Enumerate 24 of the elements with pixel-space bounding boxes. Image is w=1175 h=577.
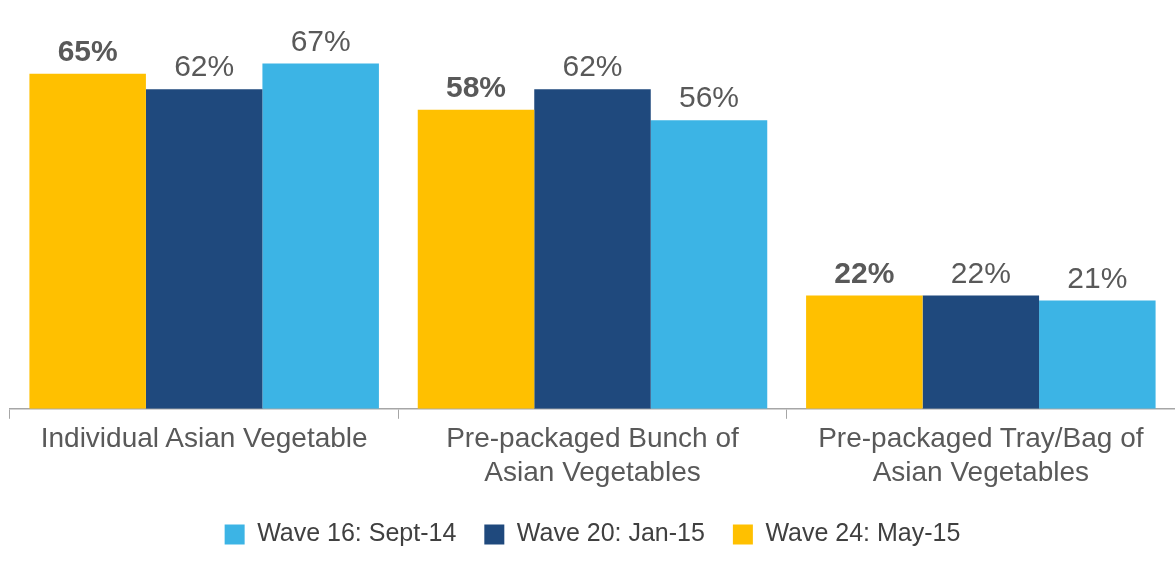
legend-label: Wave 16: Sept-14 [257,518,457,547]
data-label: 62% [174,49,235,83]
bar [262,63,379,409]
bar [145,89,263,409]
data-label: 22% [834,255,895,289]
data-label: 21% [1067,260,1128,294]
data-label: 65% [57,34,118,68]
bar [417,109,535,409]
data-label: 56% [678,80,740,114]
x-tick-label: Individual Asian Vegetable [40,422,368,454]
legend-label: Wave 20: Jan-15 [516,518,705,547]
bar [534,89,651,409]
data-label: 67% [290,23,351,57]
bar [29,73,146,409]
legend-label: Wave 24: May-15 [765,518,961,547]
bar [806,295,923,409]
data-label: 58% [445,70,507,104]
bar [1039,300,1156,409]
data-label: 22% [950,255,1011,289]
x-tick-label: Pre-packaged Tray/Bag of Asian Vegetables [818,422,1144,487]
bar [922,295,1040,409]
bar [650,120,768,409]
data-label: 62% [562,49,623,83]
x-tick-label: Pre-packaged Bunch of Asian Vegetables [446,422,740,487]
